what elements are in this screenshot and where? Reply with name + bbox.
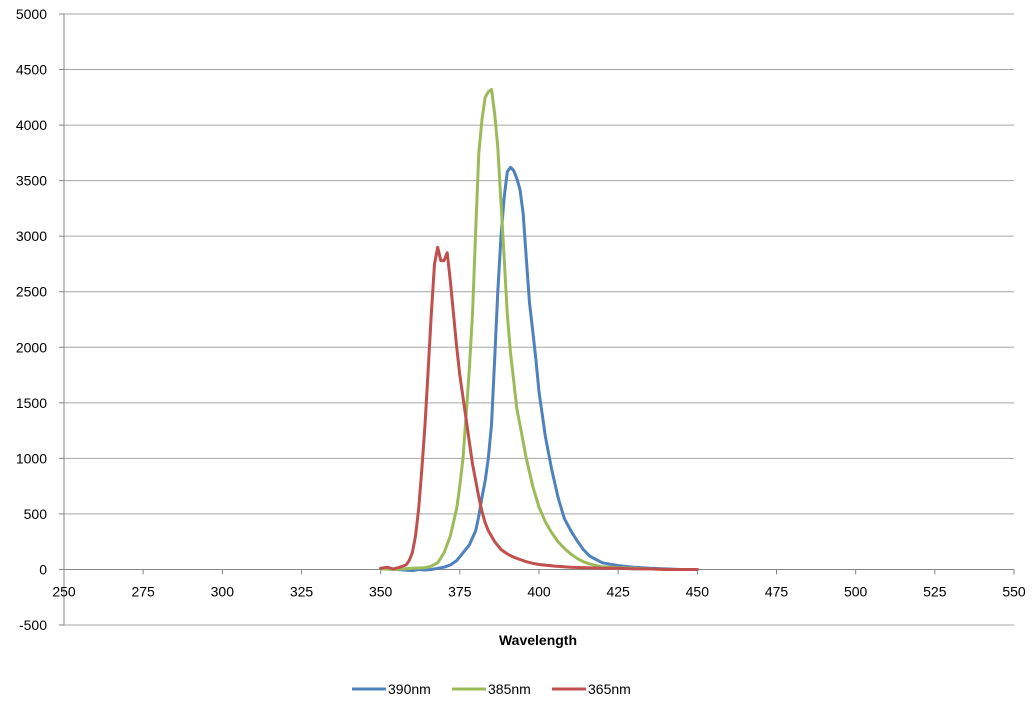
y-tick-label: 4000 [16,117,47,133]
y-tick-label: 3000 [16,228,47,244]
x-tick-label: 300 [211,583,235,599]
x-axis-title: Wavelength [499,632,577,648]
x-tick-label: 525 [923,583,947,599]
legend-label: 385nm [488,681,531,697]
x-tick-label: 400 [527,583,551,599]
x-tick-label: 350 [369,583,393,599]
y-tick-label: 3500 [16,173,47,189]
x-tick-label: 450 [686,583,710,599]
x-tick-label: 325 [290,583,314,599]
y-tick-label: 4500 [16,62,47,78]
axes [59,13,1015,626]
y-tick-label: -500 [19,617,47,633]
series-line-390nm [379,165,699,573]
y-tick-label: 1000 [16,450,47,466]
legend-label: 390nm [388,681,431,697]
x-tick-label: 475 [765,583,789,599]
y-tick-label: 2500 [16,284,47,300]
legend-label: 365nm [588,681,631,697]
x-tick-label: 275 [131,583,155,599]
y-tick-label: 5000 [16,6,47,22]
plot-area [379,88,699,573]
x-tick-label: 250 [52,583,76,599]
series-line-365nm [379,245,699,571]
series-line-385nm [379,88,699,571]
tick-labels: -500 0 500 1000 1500 2000 2500 3000 3500 4000 4500… [16,6,1026,633]
x-tick-label: 550 [1002,583,1026,599]
x-tick-label: 425 [606,583,630,599]
x-tick-label: 500 [844,583,868,599]
legend: 390nm 385nm 365nm [352,681,631,697]
y-tick-label: 0 [39,561,47,577]
y-tick-label: 1500 [16,395,47,411]
y-tick-label: 500 [24,506,48,522]
x-tick-label: 375 [448,583,472,599]
grid [64,13,1014,626]
y-tick-label: 2000 [16,339,47,355]
